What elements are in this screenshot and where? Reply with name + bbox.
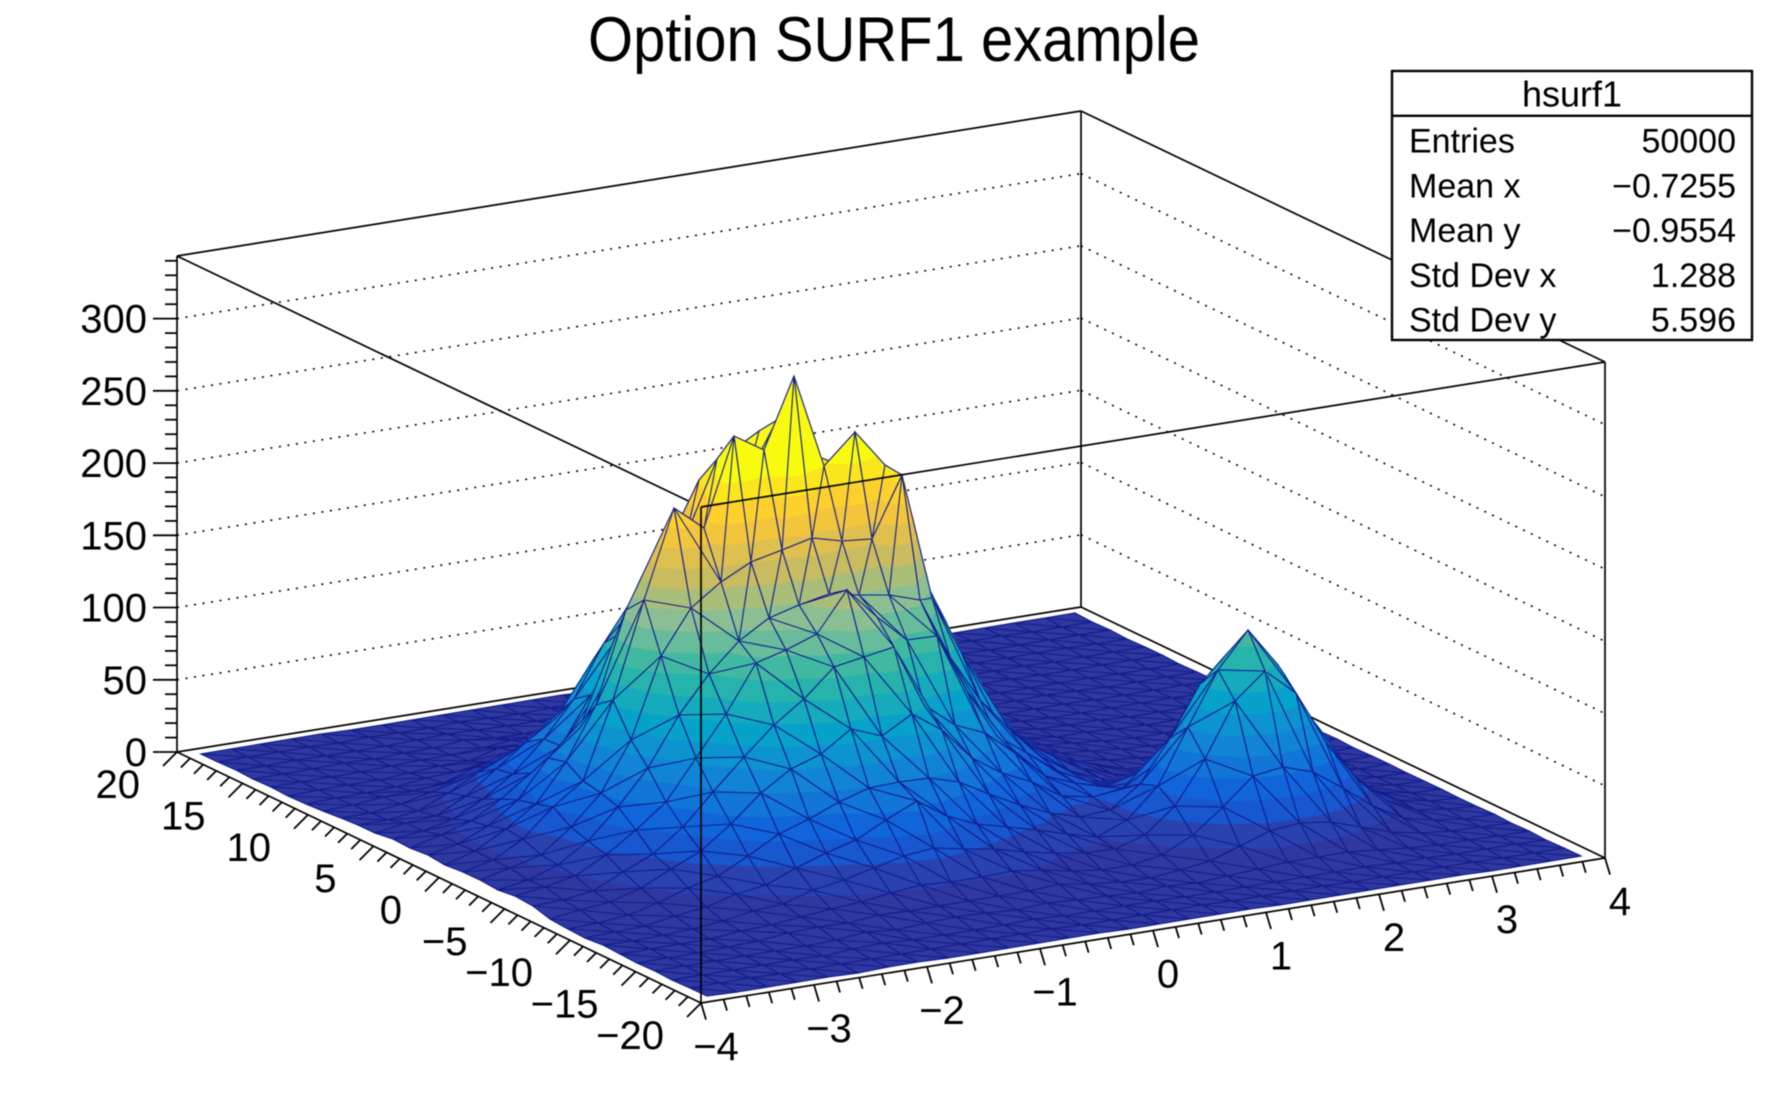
svg-text:−0.7255: −0.7255 [1612, 167, 1736, 205]
svg-text:200: 200 [80, 442, 147, 486]
svg-text:−2: −2 [919, 989, 965, 1033]
svg-text:−20: −20 [596, 1014, 664, 1058]
svg-text:0: 0 [380, 889, 402, 933]
svg-text:3: 3 [1496, 898, 1518, 942]
svg-text:−10: −10 [465, 951, 533, 995]
svg-text:−4: −4 [693, 1025, 739, 1069]
svg-text:Std Dev y: Std Dev y [1409, 302, 1556, 340]
svg-text:Option SURF1 example: Option SURF1 example [588, 5, 1200, 75]
svg-text:−0.9554: −0.9554 [1612, 212, 1736, 250]
svg-text:10: 10 [227, 826, 272, 870]
svg-text:300: 300 [80, 298, 147, 342]
svg-text:20: 20 [96, 763, 141, 807]
svg-text:−15: −15 [531, 983, 599, 1027]
svg-text:150: 150 [80, 514, 147, 558]
svg-text:0: 0 [1157, 953, 1179, 997]
svg-text:hsurf1: hsurf1 [1522, 73, 1622, 114]
svg-text:Entries: Entries [1409, 123, 1515, 161]
svg-text:250: 250 [80, 370, 147, 414]
svg-text:1: 1 [1270, 934, 1292, 978]
svg-text:5: 5 [314, 857, 336, 901]
svg-text:Std Dev x: Std Dev x [1409, 257, 1556, 295]
svg-text:15: 15 [161, 794, 206, 838]
svg-text:Mean y: Mean y [1409, 212, 1521, 250]
svg-text:1.288: 1.288 [1651, 257, 1736, 295]
svg-text:50: 50 [103, 659, 148, 703]
svg-text:5.596: 5.596 [1651, 302, 1736, 340]
svg-text:4: 4 [1609, 880, 1631, 924]
svg-text:2: 2 [1383, 916, 1405, 960]
svg-text:100: 100 [80, 587, 147, 631]
svg-text:−5: −5 [422, 920, 468, 964]
svg-text:50000: 50000 [1641, 123, 1736, 161]
svg-text:−1: −1 [1032, 971, 1078, 1015]
svg-text:Mean x: Mean x [1409, 167, 1521, 205]
svg-text:−3: −3 [806, 1007, 852, 1051]
svg-text:0: 0 [125, 731, 147, 775]
